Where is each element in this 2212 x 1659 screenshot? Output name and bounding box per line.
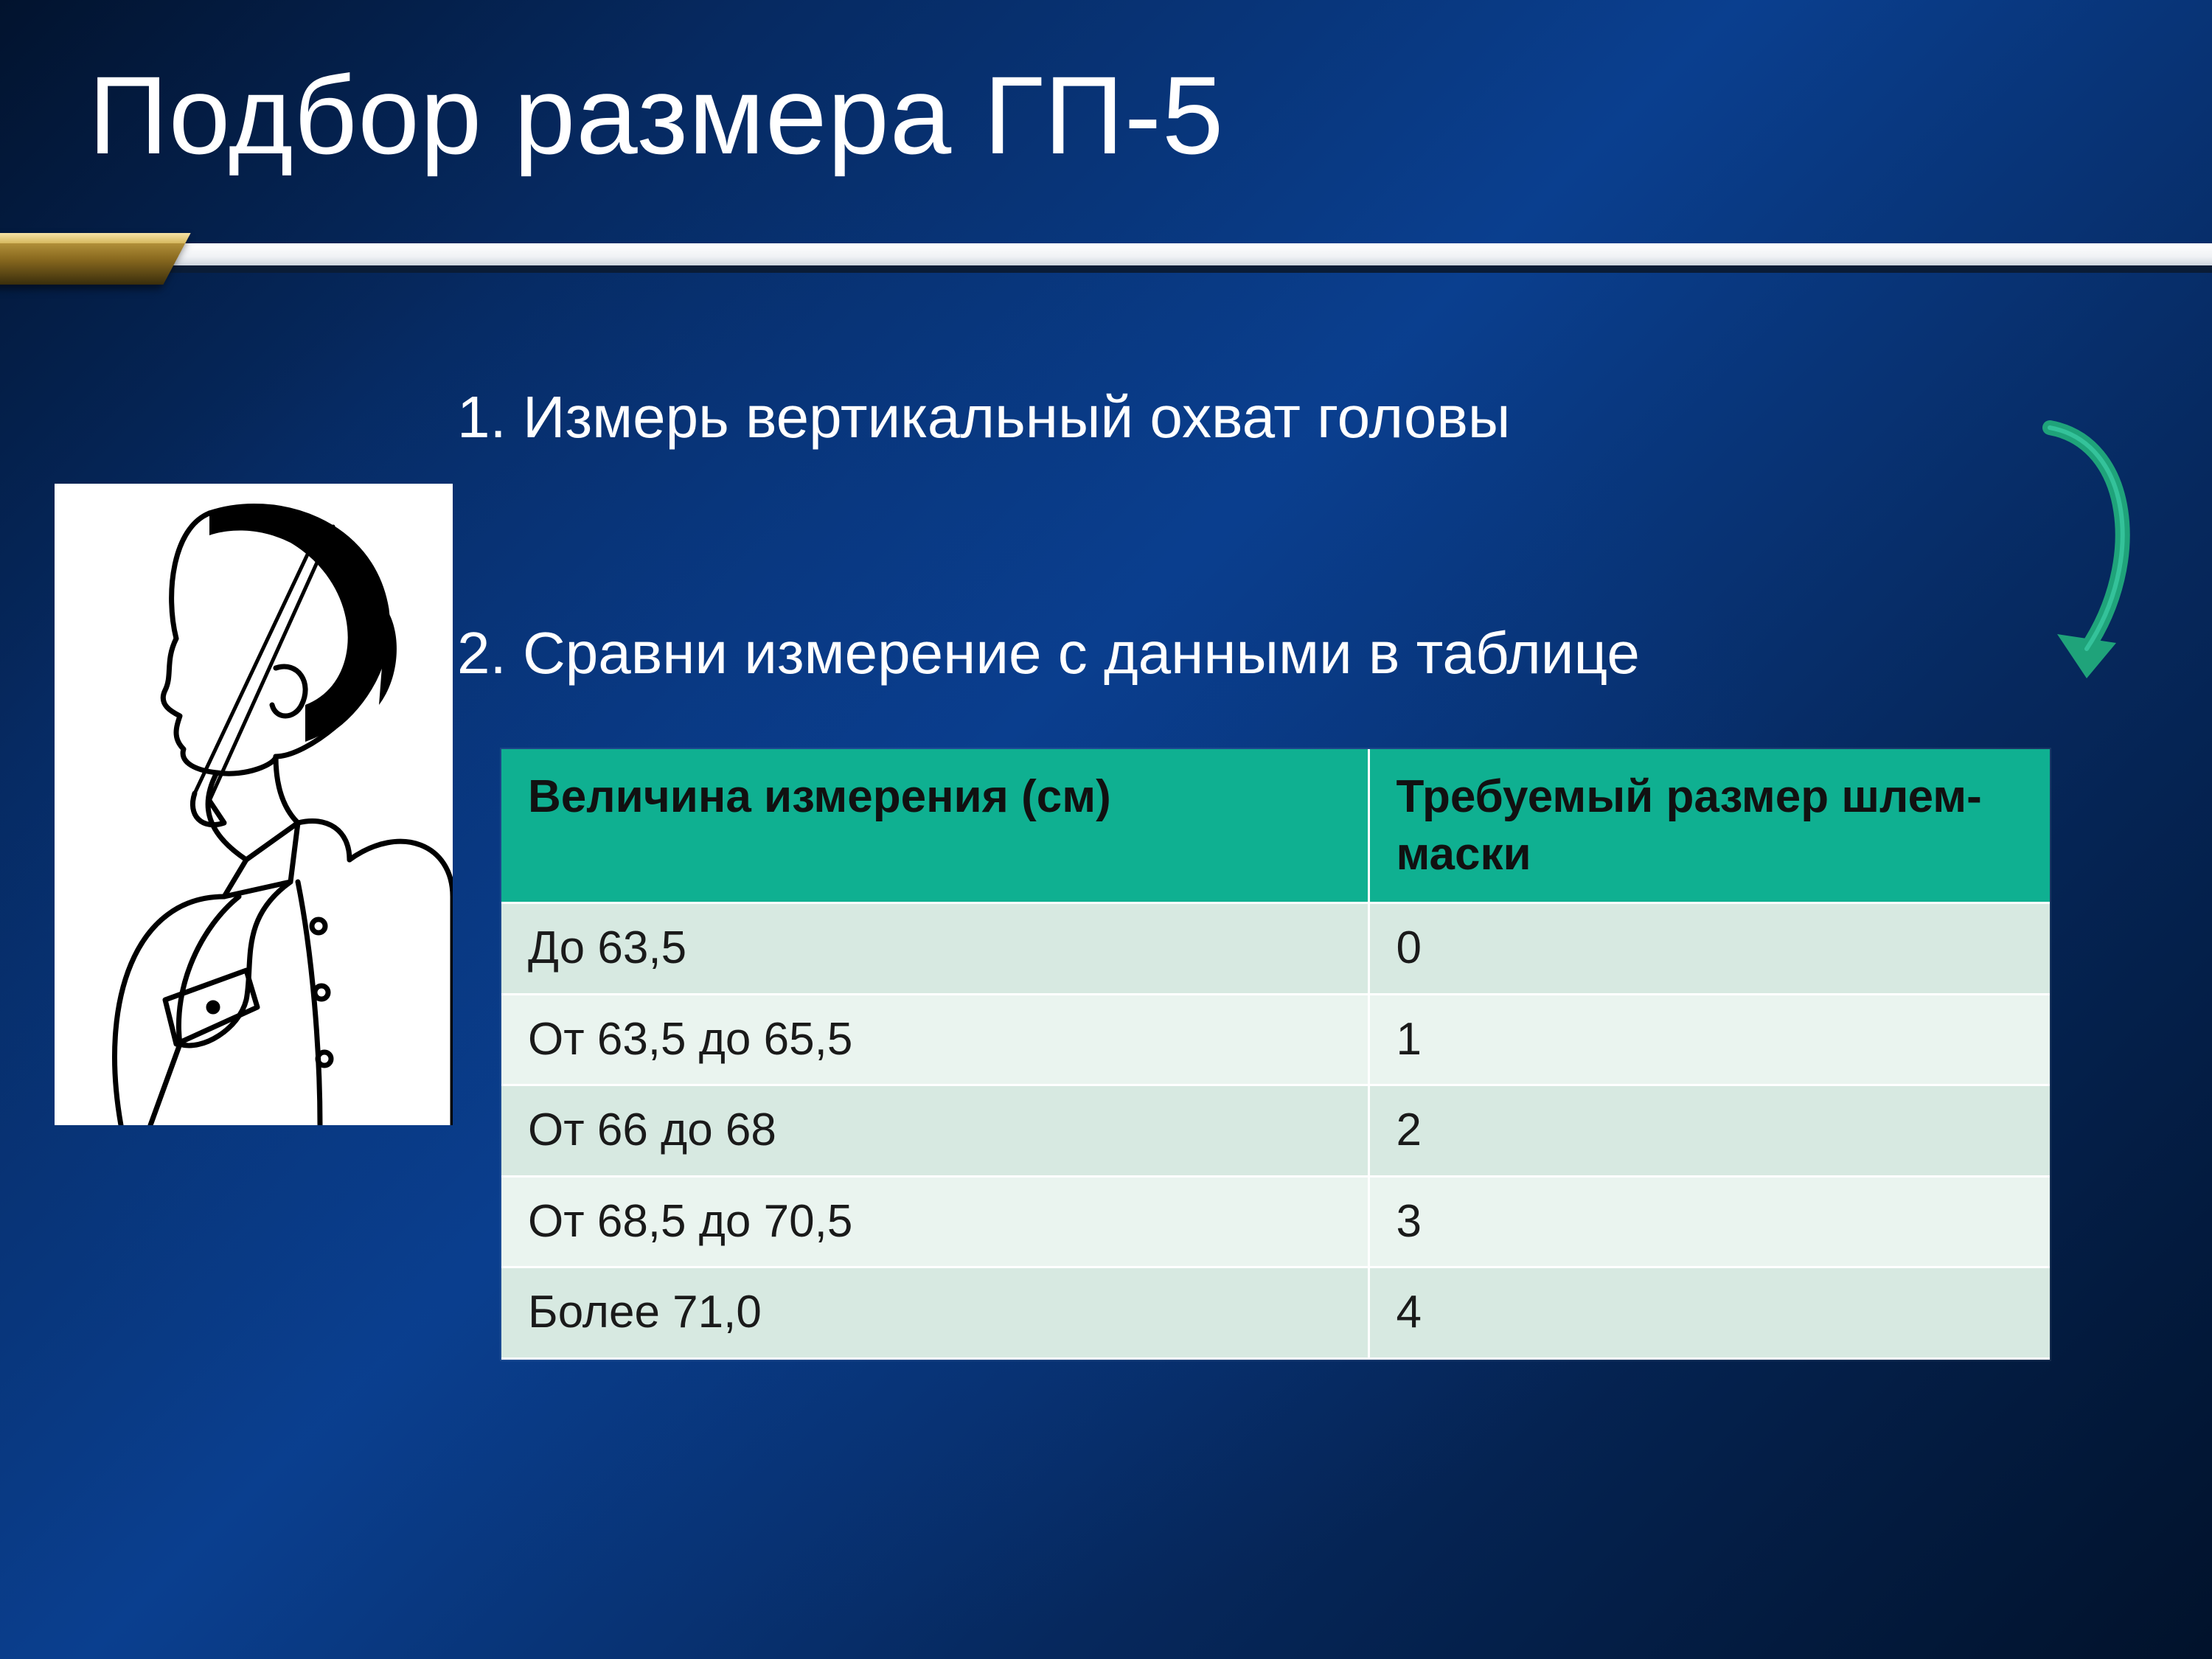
cell-size: 4 (1368, 1267, 2050, 1359)
cell-measurement: От 68,5 до 70,5 (501, 1176, 1368, 1267)
cell-size: 1 (1368, 994, 2050, 1085)
table-row: Более 71,04 (501, 1267, 2050, 1359)
table-header-row: Величина измерения (см) Требуемый размер… (501, 749, 2050, 903)
cell-measurement: До 63,5 (501, 903, 1368, 995)
table-header-size: Требуемый размер шлем-маски (1368, 749, 2050, 903)
slide-title: Подбор размера ГП-5 (88, 52, 1224, 179)
cell-size: 0 (1368, 903, 2050, 995)
title-separator (0, 243, 2212, 285)
head-measurement-illustration (55, 484, 453, 1125)
cell-measurement: От 63,5 до 65,5 (501, 994, 1368, 1085)
table-row: От 63,5 до 65,51 (501, 994, 2050, 1085)
table-row: От 66 до 682 (501, 1085, 2050, 1177)
cell-measurement: От 66 до 68 (501, 1085, 1368, 1177)
step-1-text: 1. Измерь вертикальный охват головы (457, 383, 1510, 451)
table-row: До 63,50 (501, 903, 2050, 995)
curved-arrow-icon (2020, 413, 2153, 693)
page-curl-icon (0, 233, 191, 285)
table-row: От 68,5 до 70,53 (501, 1176, 2050, 1267)
cell-size: 2 (1368, 1085, 2050, 1177)
step-2-text: 2. Сравни измерение с данными в таблице (457, 619, 1640, 687)
cell-size: 3 (1368, 1176, 2050, 1267)
cell-measurement: Более 71,0 (501, 1267, 1368, 1359)
size-table: Величина измерения (см) Требуемый размер… (501, 749, 2050, 1360)
table-header-measurement: Величина измерения (см) (501, 749, 1368, 903)
